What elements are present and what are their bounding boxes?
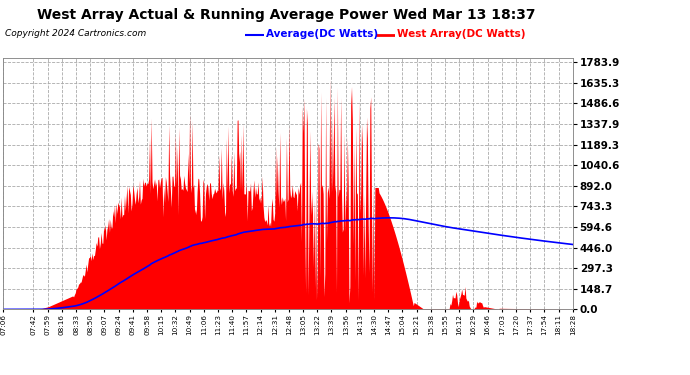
Text: West Array(DC Watts): West Array(DC Watts) xyxy=(397,29,525,39)
Text: West Array Actual & Running Average Power Wed Mar 13 18:37: West Array Actual & Running Average Powe… xyxy=(37,8,535,22)
Text: Average(DC Watts): Average(DC Watts) xyxy=(266,29,378,39)
Text: Copyright 2024 Cartronics.com: Copyright 2024 Cartronics.com xyxy=(5,29,146,38)
